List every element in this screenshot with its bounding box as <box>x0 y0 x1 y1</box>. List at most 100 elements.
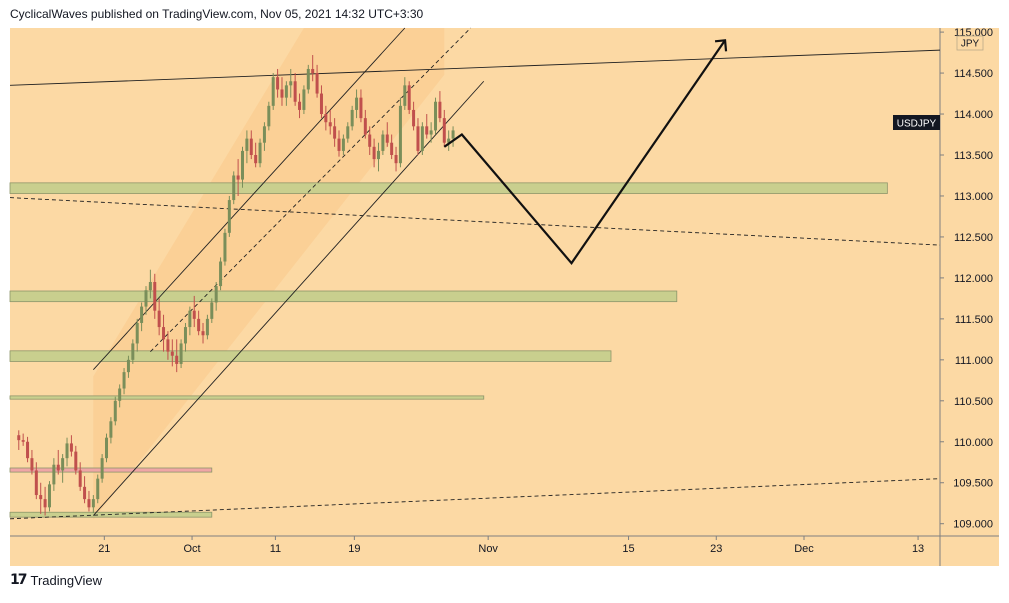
zone-pink <box>9 467 213 473</box>
candle-body-33 <box>162 327 166 340</box>
candle-body-44 <box>210 302 214 319</box>
candle-body-41 <box>197 318 201 332</box>
publish-info: CyclicalWaves published on TradingView.c… <box>10 7 424 21</box>
candle-body-54 <box>254 155 258 164</box>
forecast-arrowhead <box>714 39 728 52</box>
candle-body-71 <box>328 122 332 127</box>
candle-body-72 <box>333 126 337 139</box>
price-axis[interactable]: 115.000114.500114.000113.500113.000112.5… <box>940 27 993 531</box>
candle-body-7 <box>47 484 51 508</box>
candle-body-63 <box>293 81 297 102</box>
candle-body-6 <box>43 499 47 508</box>
zone-111-8 <box>9 290 678 303</box>
candle-body-80 <box>368 134 372 147</box>
middle-dashed-trendline <box>9 197 941 246</box>
candle-body-56 <box>262 126 266 143</box>
candle-body-24 <box>122 372 126 389</box>
x-tick-label-6: 23 <box>710 543 722 555</box>
x-tick-label-2: 11 <box>270 543 281 555</box>
candle-body-23 <box>118 388 122 401</box>
candle-body-69 <box>319 93 323 115</box>
candle-body-62 <box>289 81 293 86</box>
candle-body-61 <box>284 85 288 98</box>
y-tick-label-3: 113.500 <box>954 150 993 162</box>
forecast-path <box>443 39 728 265</box>
candle-body-27 <box>135 322 139 344</box>
time-axis[interactable]: 21 Oct 11 19 Nov 15 23 Dec 13 <box>98 536 924 555</box>
channel-middle-line <box>150 27 471 352</box>
candle-body-46 <box>219 261 223 287</box>
candle-body-99 <box>451 130 455 139</box>
y-tick-label-8: 111.000 <box>955 355 993 367</box>
candle-body-5 <box>39 495 43 500</box>
currency-label: JPY <box>956 35 984 51</box>
candle-body-82 <box>376 150 380 160</box>
tradingview-logo-icon: 17 <box>10 572 28 588</box>
candle-body-66 <box>306 68 310 90</box>
candle-body-70 <box>324 114 328 123</box>
candle-body-40 <box>192 310 196 319</box>
x-tick-label-8: 13 <box>912 543 924 555</box>
candle-body-3 <box>30 458 34 471</box>
candle-body-32 <box>157 310 161 328</box>
x-tick-label-7: Dec <box>794 543 814 555</box>
symbol-box <box>893 115 940 130</box>
currency-text: JPY <box>961 39 980 50</box>
candle-body-45 <box>214 286 218 303</box>
candle-body-83 <box>381 134 385 151</box>
axis-background <box>940 28 999 566</box>
candle-body-11 <box>65 443 69 459</box>
symbol-text: USDJPY <box>897 119 937 130</box>
candle-body-90 <box>412 109 416 127</box>
candle-body-38 <box>183 327 187 344</box>
trend-lines <box>9 27 941 520</box>
candle-body-53 <box>249 138 253 155</box>
footer-brand[interactable]: 17 TradingView <box>10 572 102 588</box>
y-tick-label-5: 112.500 <box>954 232 993 244</box>
candle-body-59 <box>276 77 280 90</box>
candle-body-64 <box>298 101 302 110</box>
candle-body-16 <box>87 499 91 508</box>
candle-body-93 <box>425 126 429 135</box>
candle-body-28 <box>140 306 144 323</box>
candle-body-98 <box>447 138 451 143</box>
candle-body-50 <box>236 175 240 180</box>
candle-body-8 <box>52 464 56 485</box>
forecast-line <box>443 39 726 265</box>
x-tick-label-0: 21 <box>98 543 110 555</box>
candle-body-86 <box>394 155 398 164</box>
candle-body-97 <box>442 118 446 143</box>
y-tick-label-7: 111.500 <box>955 314 993 326</box>
candle-body-20 <box>105 437 109 459</box>
candle-body-52 <box>245 138 249 151</box>
candle-body-81 <box>372 146 376 160</box>
candle-body-57 <box>267 105 271 127</box>
x-tick-label-3: 19 <box>348 543 360 555</box>
candle-body-25 <box>126 359 130 373</box>
candle-body-29 <box>144 290 148 307</box>
candle-body-47 <box>223 232 227 262</box>
candle-body-26 <box>131 343 135 360</box>
zone-113 <box>9 182 888 194</box>
candle-body-85 <box>390 142 394 155</box>
candle-body-67 <box>311 68 315 74</box>
candle-body-42 <box>201 331 205 336</box>
candle-body-31 <box>153 282 157 311</box>
x-tick-label-1: Oct <box>183 543 200 555</box>
candle-body-87 <box>398 105 402 164</box>
y-tick-label-4: 113.000 <box>954 191 993 203</box>
x-tick-label-5: 15 <box>622 543 634 555</box>
candle-body-1 <box>21 440 25 442</box>
candle-body-9 <box>56 464 60 471</box>
lower-dashed-trendline <box>9 478 941 520</box>
candle-body-95 <box>434 101 438 131</box>
symbol-label: USDJPY <box>893 115 940 130</box>
candle-body-18 <box>96 478 100 500</box>
candle-body-17 <box>91 499 95 508</box>
candle-body-76 <box>350 109 354 127</box>
candle-body-12 <box>69 443 73 452</box>
candle-body-34 <box>166 339 170 352</box>
brand-name: TradingView <box>30 572 103 588</box>
